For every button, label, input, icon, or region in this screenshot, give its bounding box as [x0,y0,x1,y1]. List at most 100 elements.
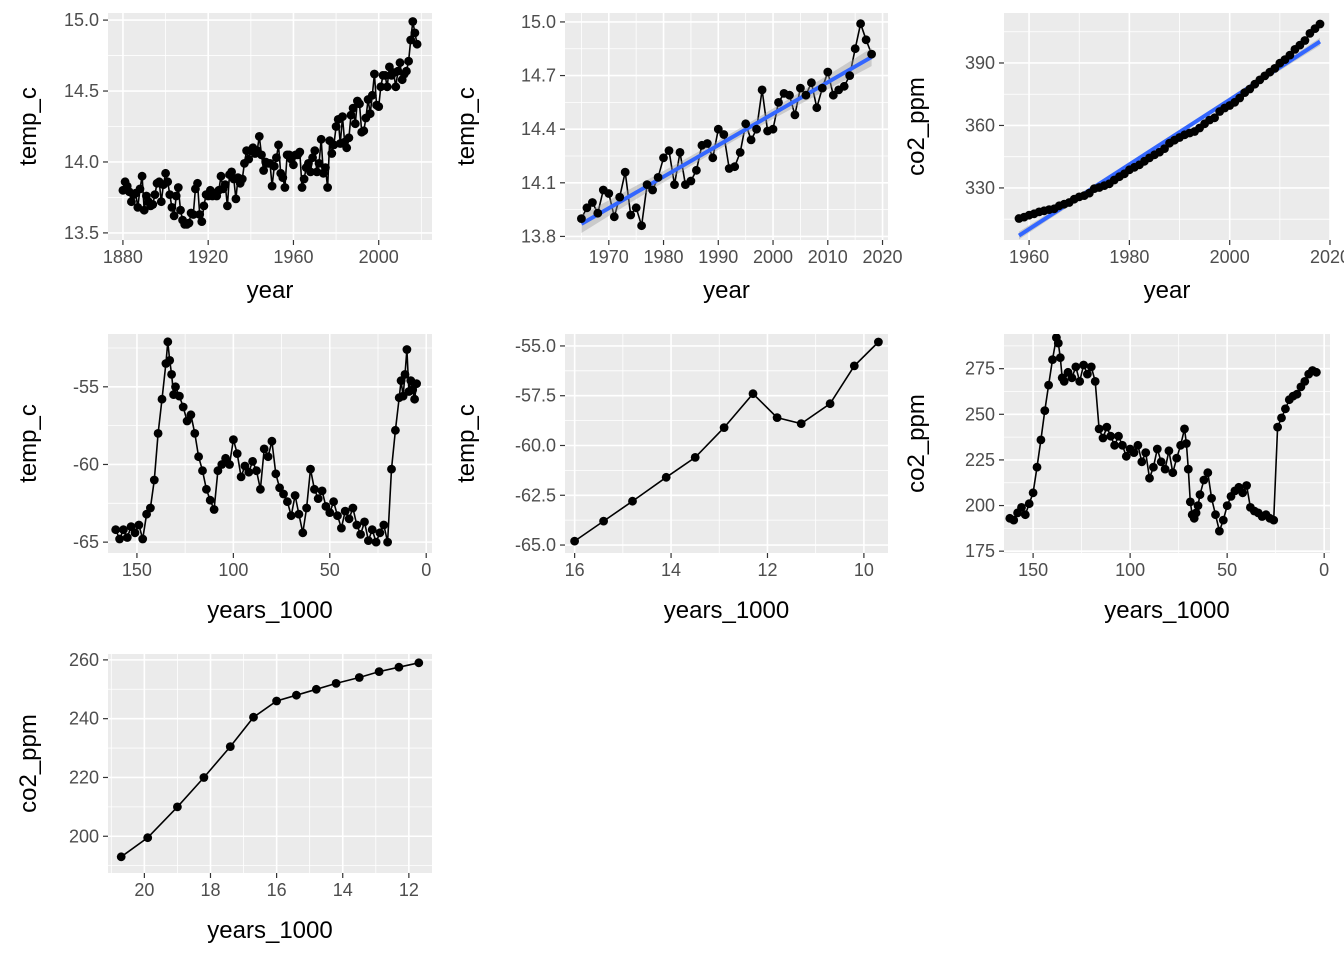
data-point [828,90,838,100]
data-point [254,132,264,141]
data-point [845,71,855,80]
data-point [1145,473,1154,483]
data-point [402,66,411,76]
data-point [122,533,132,542]
data-point [670,180,679,190]
data-point [1207,493,1216,503]
data-point [188,210,198,219]
data-point [229,435,238,444]
data-point [267,181,277,191]
data-point [175,391,184,401]
data-point [167,203,177,212]
data-point [1281,404,1290,414]
data-point [825,399,835,409]
data-point [1218,515,1228,525]
x-tick-label: 150 [122,560,152,580]
data-point [1009,515,1019,525]
y-tick-label: 200 [965,496,995,516]
data-point [292,690,301,700]
x-axis-title: year [1144,277,1191,304]
data-point [116,852,126,862]
data-point [355,99,364,109]
data-point [823,67,833,77]
y-tick-label: 13.8 [521,226,556,246]
data-point [115,534,124,544]
data-point [1195,490,1205,499]
x-tick-label: 1880 [103,247,143,267]
data-point [690,453,700,462]
data-point [340,506,350,516]
data-point [380,71,390,80]
data-point [308,153,317,163]
data-point [311,684,321,694]
panel-1: 1880 1920 1960 2000 13.5 14.0 14.5 15.0 year temp… [15,10,432,304]
x-tick-label: 2020 [1310,247,1344,267]
data-point [178,402,188,412]
data-point [588,198,597,207]
y-axis-title: co2_ppm [15,714,42,813]
y-tick-label: 275 [965,359,995,379]
data-point [1269,515,1279,525]
data-point [236,472,246,482]
panel-7: 20 18 16 14 12 200 220 240 260 years_1000 co2_ppm [15,650,432,944]
data-point [283,497,292,507]
data-point [1028,488,1038,498]
data-point [171,191,181,201]
y-tick-label: 14.5 [64,81,99,101]
data-point [702,139,712,148]
data-point [1094,424,1104,434]
data-point [746,135,756,145]
data-point [374,102,384,111]
x-tick-label: 16 [565,560,585,580]
y-tick-label: 250 [965,404,995,424]
data-point [153,429,163,438]
data-point [620,167,630,177]
data-point [394,662,404,672]
y-tick-label: 175 [965,541,995,561]
data-point [1083,369,1092,379]
data-point [150,190,160,200]
data-point [1110,440,1119,450]
data-point [1222,501,1232,510]
data-point [582,203,592,213]
data-point [143,833,153,843]
data-point [631,203,641,213]
data-point [400,370,410,379]
data-point [1129,448,1139,457]
data-point [772,413,782,422]
data-point [356,530,365,539]
data-point [675,148,685,157]
data-point [367,90,377,100]
data-point [231,194,241,204]
data-point [269,161,279,171]
data-point [256,484,265,494]
x-tick-label: 12 [757,560,777,580]
data-point [1152,444,1162,454]
data-point [190,429,200,438]
data-point [376,82,386,92]
data-point [193,178,202,188]
data-point [1090,377,1100,386]
plot-area [577,19,876,233]
data-point [354,673,364,682]
data-point [272,153,281,163]
data-point [1215,526,1224,536]
y-tick-label: 360 [965,115,995,135]
data-point [259,166,268,175]
y-tick-label: -62.5 [515,485,556,505]
data-point [719,423,729,432]
panel-5: 16 14 12 10 -65.0 -62.5 -60.0 -57.5 -55.0 years_1… [453,334,888,624]
data-point [329,497,338,507]
x-tick-label: 16 [267,880,287,900]
x-axis-title: years_1000 [207,917,332,944]
data-point [1053,338,1063,348]
data-point [198,466,207,476]
data-point [391,425,400,435]
data-point [1048,355,1057,364]
data-point [317,486,327,496]
y-axis-title: temp_c [15,404,42,483]
data-point [267,436,277,446]
data-point [1118,440,1127,450]
plot-area [570,337,883,546]
data-point [163,337,173,347]
